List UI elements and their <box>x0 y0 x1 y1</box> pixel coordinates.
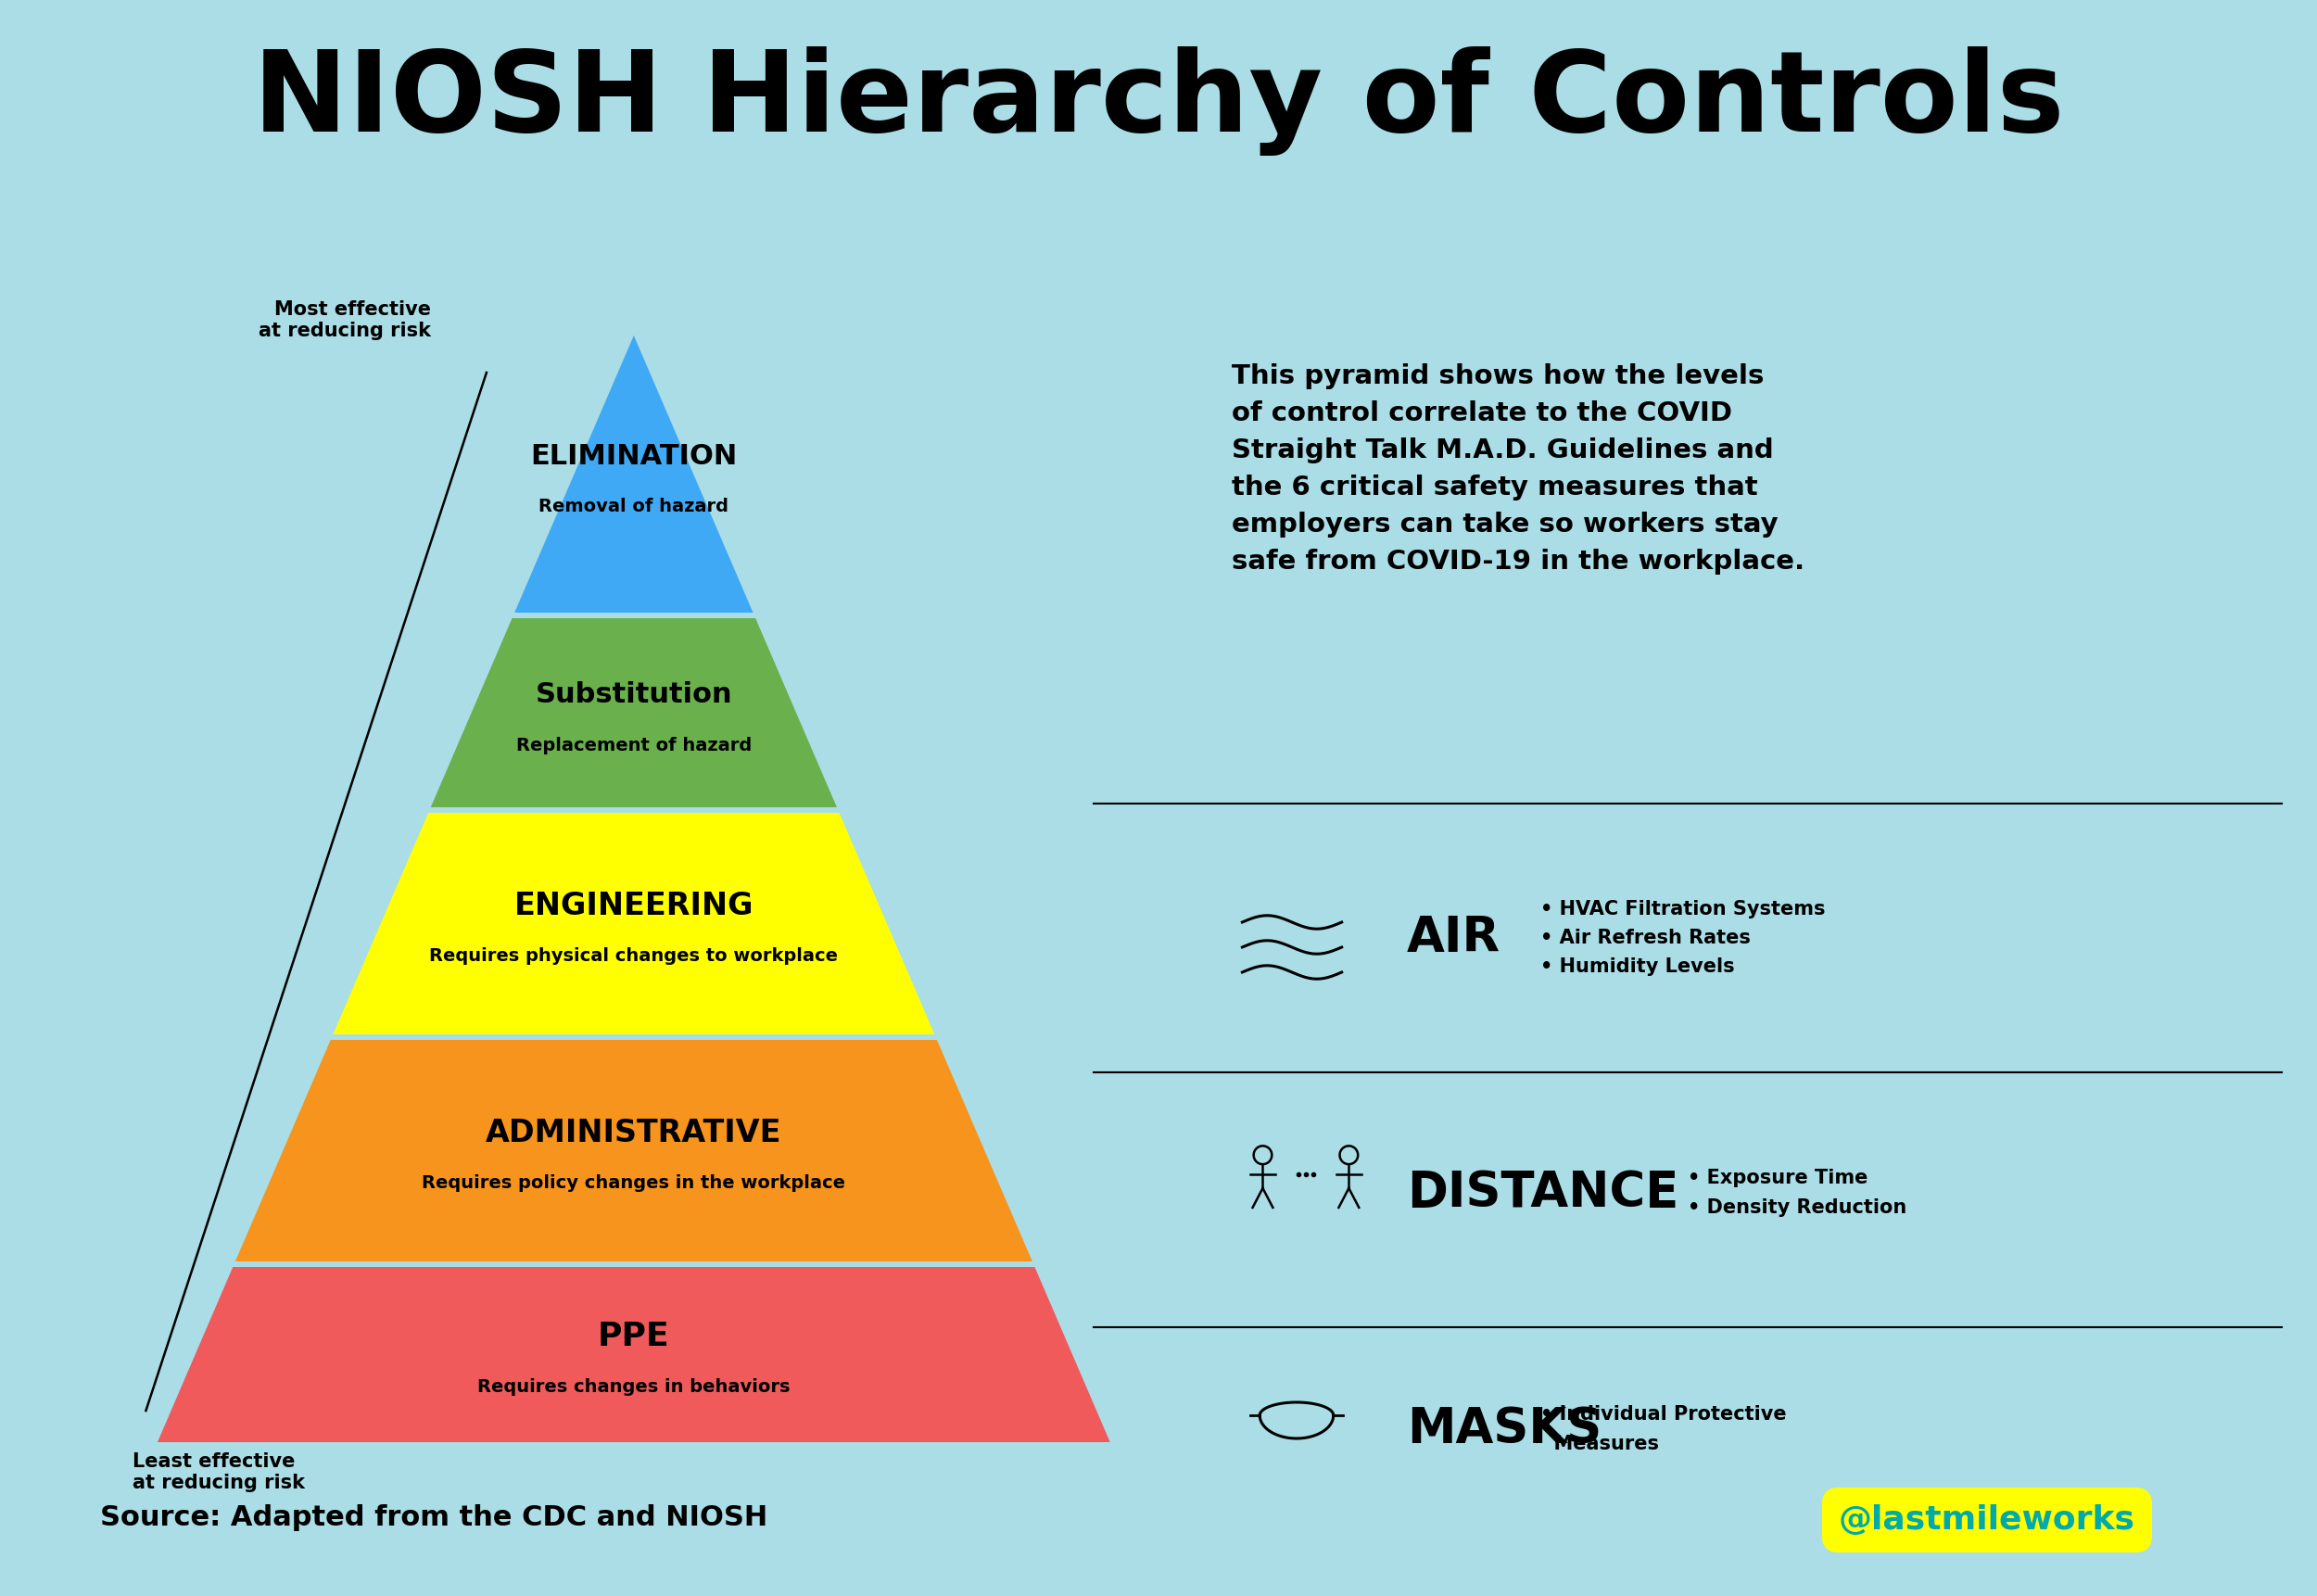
Text: ENGINEERING: ENGINEERING <box>514 891 753 921</box>
Text: ELIMINATION: ELIMINATION <box>531 444 737 469</box>
Text: • Exposure Time
• Density Reduction: • Exposure Time • Density Reduction <box>1687 1170 1907 1216</box>
Text: Source: Adapted from the CDC and NIOSH: Source: Adapted from the CDC and NIOSH <box>100 1505 767 1531</box>
Text: • Individual Protective
  Measures: • Individual Protective Measures <box>1541 1406 1786 1452</box>
Text: NIOSH Hierarchy of Controls: NIOSH Hierarchy of Controls <box>253 46 2064 156</box>
Text: ADMINISTRATIVE: ADMINISTRATIVE <box>487 1117 781 1149</box>
Text: @lastmileworks: @lastmileworks <box>1840 1505 2136 1535</box>
Text: Requires changes in behaviors: Requires changes in behaviors <box>477 1379 790 1396</box>
Polygon shape <box>158 1267 1110 1443</box>
Text: This pyramid shows how the levels
of control correlate to the COVID
Straight Tal: This pyramid shows how the levels of con… <box>1233 364 1805 575</box>
Text: Substitution: Substitution <box>535 681 732 709</box>
Polygon shape <box>334 812 934 1034</box>
Polygon shape <box>514 335 753 613</box>
Text: Least effective
at reducing risk: Least effective at reducing risk <box>132 1452 304 1492</box>
Polygon shape <box>236 1041 1033 1261</box>
Text: DISTANCE: DISTANCE <box>1406 1168 1680 1216</box>
Text: Replacement of hazard: Replacement of hazard <box>517 736 751 753</box>
Text: AIR: AIR <box>1406 915 1501 962</box>
Polygon shape <box>431 618 836 808</box>
Text: Removal of hazard: Removal of hazard <box>540 498 730 516</box>
Text: Requires policy changes in the workplace: Requires policy changes in the workplace <box>422 1175 846 1192</box>
Text: PPE: PPE <box>598 1321 670 1353</box>
Text: Requires physical changes to workplace: Requires physical changes to workplace <box>429 946 839 966</box>
Text: MASKS: MASKS <box>1406 1404 1601 1454</box>
Text: • HVAC Filtration Systems
• Air Refresh Rates
• Humidity Levels: • HVAC Filtration Systems • Air Refresh … <box>1541 900 1826 977</box>
Text: Most effective
at reducing risk: Most effective at reducing risk <box>260 300 431 340</box>
